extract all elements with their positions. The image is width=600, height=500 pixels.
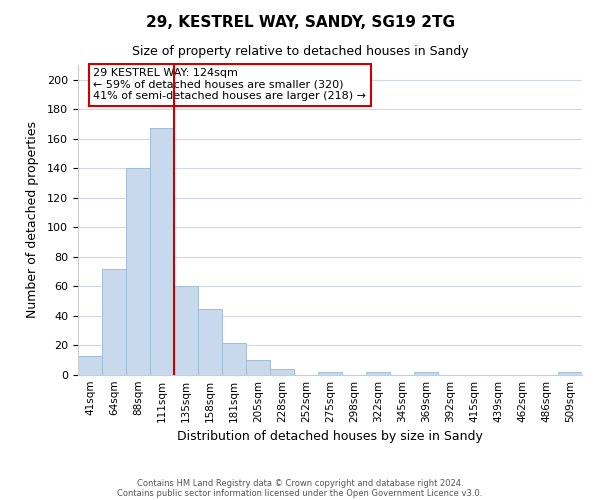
Text: Contains HM Land Registry data © Crown copyright and database right 2024.: Contains HM Land Registry data © Crown c… — [137, 478, 463, 488]
Text: 29 KESTREL WAY: 124sqm
← 59% of detached houses are smaller (320)
41% of semi-de: 29 KESTREL WAY: 124sqm ← 59% of detached… — [93, 68, 366, 102]
Text: 29, KESTREL WAY, SANDY, SG19 2TG: 29, KESTREL WAY, SANDY, SG19 2TG — [146, 15, 455, 30]
Bar — [78, 356, 102, 375]
Bar — [102, 268, 126, 375]
Bar — [270, 369, 294, 375]
Bar — [414, 372, 438, 375]
Text: Size of property relative to detached houses in Sandy: Size of property relative to detached ho… — [131, 45, 469, 58]
X-axis label: Distribution of detached houses by size in Sandy: Distribution of detached houses by size … — [177, 430, 483, 444]
Bar — [558, 372, 582, 375]
Bar — [366, 372, 390, 375]
Bar — [246, 360, 270, 375]
Bar — [222, 342, 246, 375]
Y-axis label: Number of detached properties: Number of detached properties — [26, 122, 39, 318]
Bar — [198, 308, 222, 375]
Bar — [174, 286, 198, 375]
Bar — [126, 168, 150, 375]
Text: Contains public sector information licensed under the Open Government Licence v3: Contains public sector information licen… — [118, 488, 482, 498]
Bar — [318, 372, 342, 375]
Bar — [150, 128, 174, 375]
